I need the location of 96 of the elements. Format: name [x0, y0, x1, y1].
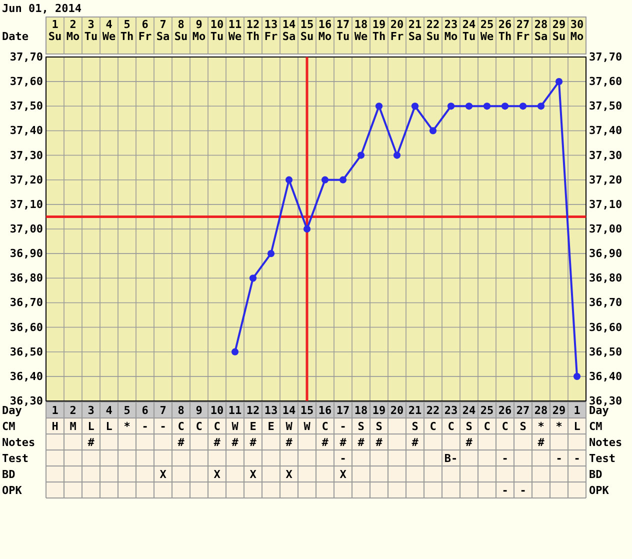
y2-tick-label: 37,30: [589, 148, 622, 162]
text: CM: [2, 420, 16, 433]
x-tick-label: 13 Fr: [264, 18, 278, 43]
text: CM: [589, 420, 603, 433]
point: [357, 152, 365, 159]
text: Test: [589, 452, 616, 465]
y-tick-label: 36,50: [10, 345, 43, 358]
point: [429, 127, 437, 134]
x-tick-label: 25 We: [480, 18, 494, 43]
point: [537, 102, 545, 110]
x-tick-label: 8 Su: [174, 18, 188, 43]
x-tick-label: 16 Mo: [318, 18, 332, 43]
y2-tick-label: 37,10: [589, 198, 622, 211]
point: [267, 250, 275, 258]
x-tick-label: 27 Fr: [516, 18, 530, 43]
text: # # # # # # # # # # # # #: [88, 436, 544, 449]
text: OPK: [589, 484, 610, 497]
x-tick-label: 10 Tu: [210, 18, 224, 43]
x-tick-label: 15 Su: [300, 18, 314, 43]
text: BD: [2, 468, 16, 481]
x-tick-label: 12 Th: [246, 18, 260, 43]
text: Test: [2, 452, 28, 465]
point: [411, 102, 419, 110]
y-tick-label: 37,30: [10, 148, 43, 162]
point: [321, 176, 329, 184]
y-tick-label: 36,70: [10, 296, 43, 310]
x-tick-label: 26 Th: [498, 18, 512, 43]
text: 1 2 3 4 5 6 7 8 9 10 11 12 13 14 15 16 17 18 19 20 21 22 23 24 25 26 27 28 29 1: [52, 404, 580, 417]
point: [573, 372, 581, 380]
x-tick-label: 29 Su: [552, 18, 566, 43]
x-tick-label: 1 Su: [48, 18, 62, 43]
y2-tick-label: 36,80: [589, 272, 622, 285]
point: [519, 102, 527, 110]
y2-tick-label: 37,00: [589, 222, 622, 236]
point: [303, 225, 311, 233]
point: [501, 102, 509, 110]
y-tick-label: 37,10: [10, 198, 43, 211]
point: [465, 102, 473, 110]
y-tick-label: 36,80: [10, 272, 43, 285]
text: H M L L * - - C C C W E E W W C - S S S C C S C C S * * L: [52, 420, 580, 433]
x-tick-label: 30 Mo: [570, 18, 584, 43]
text: Notes: [2, 436, 36, 449]
x-tick-label: 3 Tu: [84, 18, 98, 43]
x-tick-label: 7 Sa: [156, 18, 170, 43]
point: [339, 176, 347, 184]
y-tick-label: 36,40: [10, 370, 43, 383]
x-tick-label: 28 Sa: [534, 18, 548, 43]
y-tick-label: 37,50: [10, 100, 43, 113]
x-tick-label: 19 Th: [372, 18, 386, 43]
y2-tick-label: 36,50: [589, 345, 622, 358]
y2-tick-label: 36,40: [589, 370, 622, 383]
point: [555, 78, 563, 86]
text: OPK: [2, 484, 22, 497]
point: [231, 348, 239, 356]
y-tick-label: 36,60: [10, 320, 43, 334]
x-tick-label: 22 Su: [426, 18, 440, 43]
x-tick-label: 17 Tu: [336, 18, 350, 43]
y2-tick-label: 37,50: [589, 100, 622, 113]
y-tick-label: 37,70: [10, 50, 43, 64]
x-tick-label: 20 Fr: [390, 18, 404, 43]
y2-tick-label: 36,60: [589, 320, 622, 334]
x-tick-label: 21 Sa: [408, 18, 422, 43]
y-tick-label: 37,00: [10, 222, 43, 236]
x-tick-label: 14 Sa: [282, 18, 296, 43]
x-tick-label: 6 Fr: [138, 18, 152, 43]
y-tick-label: 36,90: [10, 247, 43, 260]
point: [393, 152, 401, 159]
text: Notes: [589, 436, 622, 449]
y-tick-label: 37,40: [10, 124, 43, 138]
x-tick-label: 23 Mo: [444, 18, 458, 43]
point: [375, 102, 383, 110]
x-axis-title: Date: [2, 30, 29, 43]
text: BD: [589, 468, 603, 481]
text: - -: [502, 484, 526, 497]
y2-tick-label: 36,90: [589, 247, 622, 260]
y2-tick-label: 37,20: [589, 173, 622, 186]
x-tick-label: 24 Tu: [462, 18, 476, 43]
x-tick-label: 4 We: [102, 18, 116, 43]
y2-tick-label: 36,70: [589, 296, 622, 310]
point: [447, 102, 455, 110]
chart-title: Jun 01, 2014: [2, 2, 82, 15]
x-tick-label: 18 We: [354, 18, 368, 43]
x-tick-label: 5 Th: [120, 18, 134, 43]
point: [249, 274, 257, 282]
text: - B- - - -: [340, 452, 580, 465]
x-tick-label: 9 Mo: [192, 18, 206, 43]
x-tick-label: 2 Mo: [66, 18, 80, 43]
y2-tick-label: 37,60: [589, 75, 622, 88]
y-tick-label: 37,20: [10, 173, 43, 186]
y-tick-label: 37,60: [10, 75, 43, 88]
y2-tick-label: 37,70: [589, 50, 622, 64]
x-tick-label: 11 We: [228, 18, 242, 43]
text: X X X X X: [160, 468, 346, 481]
point: [483, 102, 491, 110]
y2-tick-label: 37,40: [589, 124, 622, 138]
point: [285, 176, 293, 184]
